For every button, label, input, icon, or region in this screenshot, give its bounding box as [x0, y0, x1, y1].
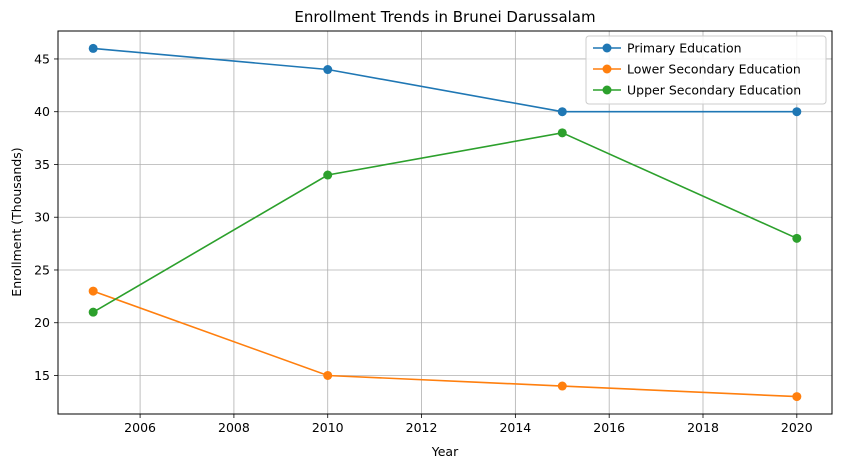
- series-layer: [88, 43, 802, 402]
- y-tick-label: 40: [34, 104, 50, 119]
- y-tick-label: 45: [34, 51, 50, 66]
- plot-frame: [57, 30, 833, 415]
- legend-marker: [602, 64, 612, 74]
- data-point: [323, 65, 333, 75]
- x-tick-label: 2018: [687, 420, 719, 435]
- x-tick-label: 2014: [499, 420, 531, 435]
- legend-label: Primary Education: [627, 41, 742, 56]
- data-point: [792, 392, 802, 402]
- data-point: [557, 381, 567, 391]
- series-line: [93, 47, 797, 113]
- legend-entry: Lower Secondary Education: [593, 62, 801, 77]
- x-axis-label: Year: [431, 444, 459, 459]
- y-tick-label: 15: [34, 368, 50, 383]
- chart-title: Enrollment Trends in Brunei Darussalam: [294, 8, 595, 26]
- legend: Primary Education Lower Secondary Educati…: [585, 35, 827, 105]
- data-point: [323, 370, 333, 380]
- legend-marker: [602, 85, 612, 95]
- legend-label: Upper Secondary Education: [627, 83, 801, 98]
- y-tick-label: 20: [34, 315, 50, 330]
- data-point: [88, 307, 98, 317]
- series-line: [92, 131, 798, 313]
- legend-entry: Upper Secondary Education: [593, 83, 801, 98]
- legend-marker: [602, 43, 612, 53]
- y-axis-label: Enrollment (Thousands): [9, 147, 24, 296]
- x-tick-label: 2006: [124, 420, 156, 435]
- data-point: [792, 233, 802, 243]
- series-2: [88, 128, 802, 317]
- data-point: [792, 107, 802, 117]
- data-point: [88, 43, 98, 53]
- series-line: [92, 290, 797, 398]
- legend-label: Lower Secondary Education: [627, 62, 801, 77]
- x-tick-label: 2020: [781, 420, 813, 435]
- y-tick-label: 35: [34, 157, 50, 172]
- data-point: [88, 286, 98, 296]
- y-ticks: 15 20 25 30 35 40 45: [34, 51, 58, 383]
- x-tick-label: 2010: [312, 420, 344, 435]
- data-point: [323, 170, 333, 180]
- x-tick-label: 2016: [593, 420, 625, 435]
- x-ticks: 2006 2008 2010 2012 2014 2016 2018 2020: [124, 414, 813, 435]
- x-tick-label: 2008: [218, 420, 250, 435]
- series-0: [88, 43, 802, 117]
- data-point: [557, 107, 567, 117]
- series-1: [88, 286, 802, 402]
- data-point: [557, 128, 567, 138]
- x-tick-label: 2012: [406, 420, 438, 435]
- y-tick-label: 30: [34, 210, 50, 225]
- y-tick-label: 25: [34, 262, 50, 277]
- legend-entry: Primary Education: [593, 41, 742, 56]
- legend-box: [585, 35, 827, 105]
